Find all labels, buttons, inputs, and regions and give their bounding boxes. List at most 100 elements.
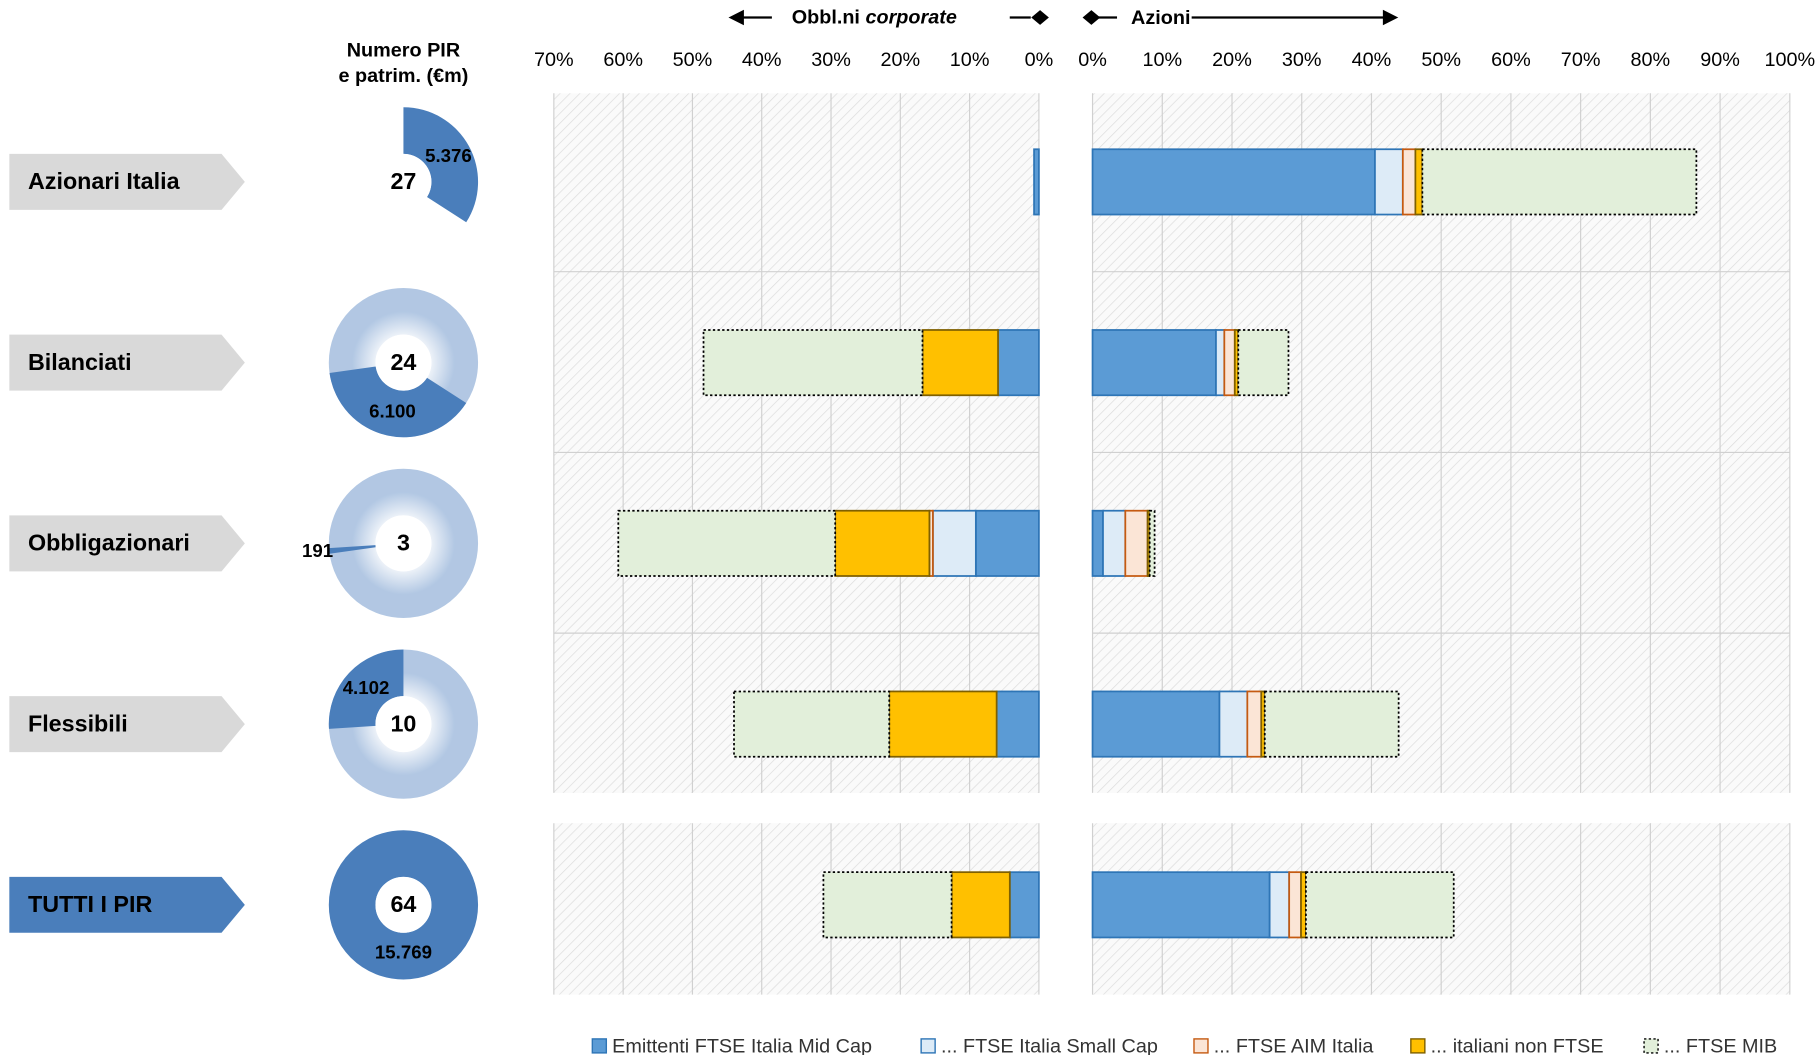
donut-rest bbox=[328, 468, 479, 618]
right-title: Azioni bbox=[1131, 7, 1190, 29]
donut-ring bbox=[328, 830, 479, 980]
asset-label: 5.376 bbox=[425, 145, 472, 166]
equity-bar bbox=[1124, 509, 1149, 577]
equity-bar bbox=[1091, 329, 1217, 397]
asset-label: 4.102 bbox=[343, 677, 390, 698]
donut-hole bbox=[375, 153, 432, 210]
x-tick-label: 30% bbox=[811, 49, 851, 71]
equity-bar bbox=[1268, 871, 1291, 939]
equity-bar bbox=[1102, 509, 1127, 577]
legend-label: ... italiani non FTSE bbox=[1431, 1035, 1604, 1055]
category-label: TUTTI I PIR bbox=[28, 891, 152, 917]
x-tick-label: 80% bbox=[1631, 49, 1671, 71]
donut-slice bbox=[403, 107, 479, 223]
x-tick-label: 70% bbox=[1561, 49, 1601, 71]
x-tick-label: 10% bbox=[950, 49, 990, 71]
donut-title: Numero PIR bbox=[347, 40, 460, 62]
legend-label: ... FTSE Italia Small Cap bbox=[941, 1035, 1158, 1055]
bond-bar bbox=[834, 509, 931, 577]
equity-bar bbox=[1374, 148, 1404, 216]
legend-swatch bbox=[1193, 1038, 1209, 1054]
legend-label: ... FTSE MIB bbox=[1664, 1035, 1777, 1055]
legend-swatch bbox=[1643, 1038, 1659, 1054]
donut-title: e patrim. (€m) bbox=[338, 65, 468, 87]
category-tag bbox=[9, 876, 245, 933]
category-tag bbox=[9, 515, 245, 572]
asset-label: 15.769 bbox=[375, 942, 432, 963]
donut-slice bbox=[328, 545, 376, 554]
count-label: 27 bbox=[390, 168, 416, 194]
equity-bar bbox=[1401, 148, 1417, 216]
bond-bar bbox=[921, 329, 999, 397]
legend-swatch bbox=[1410, 1038, 1426, 1054]
plot: Obbl.ni corporate Azioni Numero PIR e pa… bbox=[9, 7, 1815, 1055]
equity-bar bbox=[1091, 871, 1271, 939]
x-tick-label: 10% bbox=[1142, 49, 1182, 71]
count-label: 10 bbox=[390, 710, 416, 736]
bond-bar bbox=[702, 329, 924, 397]
equity-bar bbox=[1305, 871, 1455, 939]
donut-hole bbox=[375, 515, 432, 572]
x-tick-label: 20% bbox=[880, 49, 920, 71]
equity-bar bbox=[1218, 690, 1249, 758]
bond-bar bbox=[997, 329, 1040, 397]
x-tick-label: 60% bbox=[603, 49, 643, 71]
equity-bar bbox=[1091, 148, 1376, 216]
x-tick-label: 20% bbox=[1212, 49, 1252, 71]
bond-bar bbox=[617, 509, 837, 577]
equity-bar bbox=[1223, 329, 1236, 397]
bond-bar bbox=[822, 871, 953, 939]
x-tick-label: 30% bbox=[1282, 49, 1322, 71]
equity-bar bbox=[1237, 329, 1290, 397]
donut-slice bbox=[328, 649, 404, 729]
x-tick-label: 100% bbox=[1764, 49, 1815, 71]
bond-bar bbox=[932, 509, 977, 577]
donut-hole bbox=[375, 876, 432, 933]
equity-bar bbox=[1263, 690, 1400, 758]
count-label: 3 bbox=[397, 530, 410, 556]
asset-label: 191 bbox=[302, 540, 333, 561]
legend-label: Emittenti FTSE Italia Mid Cap bbox=[612, 1035, 872, 1055]
category-tag bbox=[9, 696, 245, 753]
category-tag bbox=[9, 153, 245, 210]
bond-bar bbox=[1008, 871, 1040, 939]
category-label: Bilanciati bbox=[28, 349, 132, 375]
x-tick-label: 50% bbox=[1421, 49, 1461, 71]
category-tag bbox=[9, 334, 245, 391]
category-label: Flessibili bbox=[28, 710, 128, 736]
left-title: Obbl.ni corporate bbox=[792, 7, 957, 29]
donut-slice bbox=[329, 366, 467, 438]
equity-bar bbox=[1233, 329, 1240, 397]
count-label: 64 bbox=[390, 891, 416, 917]
panel-bg bbox=[553, 93, 1039, 793]
x-tick-label: 40% bbox=[1352, 49, 1392, 71]
donut-hole bbox=[375, 334, 432, 391]
legend-swatch bbox=[920, 1038, 936, 1054]
x-tick-label: 40% bbox=[742, 49, 782, 71]
bond-bar bbox=[888, 690, 998, 758]
bond-bar bbox=[974, 509, 1040, 577]
equity-bar bbox=[1288, 871, 1302, 939]
bond-bar bbox=[950, 871, 1011, 939]
equity-bar bbox=[1091, 509, 1104, 577]
equity-bar bbox=[1421, 148, 1698, 216]
bond-bar bbox=[733, 690, 891, 758]
x-tick-label: 0% bbox=[1025, 49, 1054, 71]
equity-bar bbox=[1246, 690, 1263, 758]
count-label: 24 bbox=[390, 349, 416, 375]
equity-bar bbox=[1148, 509, 1156, 577]
asset-label: 6.100 bbox=[369, 401, 416, 422]
legend-swatch bbox=[591, 1038, 608, 1054]
x-tick-label: 0% bbox=[1078, 49, 1107, 71]
x-tick-label: 70% bbox=[534, 49, 574, 71]
x-tick-label: 60% bbox=[1491, 49, 1531, 71]
equity-bar bbox=[1091, 690, 1221, 758]
x-tick-label: 90% bbox=[1700, 49, 1740, 71]
legend-label: ... FTSE AIM Italia bbox=[1214, 1035, 1375, 1055]
bond-bar bbox=[995, 690, 1040, 758]
x-tick-label: 50% bbox=[673, 49, 713, 71]
donut-hole bbox=[375, 696, 432, 753]
equity-bar bbox=[1414, 148, 1424, 216]
category-label: Obbligazionari bbox=[28, 530, 190, 556]
